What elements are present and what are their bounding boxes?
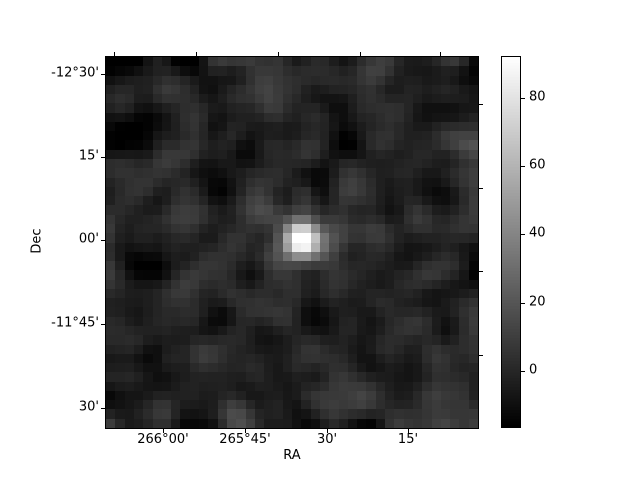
y-tick-right <box>479 270 483 272</box>
y-tick <box>101 324 105 325</box>
colorbar-tick <box>521 234 525 236</box>
plot-area <box>105 56 479 429</box>
x-tick-top <box>439 52 441 56</box>
x-tick <box>162 429 164 433</box>
x-axis-title: RA <box>283 448 301 463</box>
y-tick-label: -12°30' <box>51 65 99 81</box>
y-tick <box>101 240 105 241</box>
colorbar-tick <box>521 166 525 168</box>
colorbar <box>501 56 521 428</box>
colorbar-tick-label: 0 <box>529 362 538 378</box>
x-tick-label: 15' <box>397 432 419 447</box>
x-tick-top <box>113 52 115 56</box>
y-tick-right <box>479 104 483 105</box>
y-tick-right <box>479 188 483 189</box>
colorbar-tick <box>521 97 525 99</box>
y-tick-right <box>479 354 483 356</box>
x-tick-label: 30' <box>316 432 338 447</box>
y-axis-title: Dec <box>29 228 45 254</box>
y-tick-label: 15' <box>78 148 99 164</box>
y-tick-label: -11°45' <box>51 315 99 331</box>
x-tick-top <box>278 52 279 56</box>
colorbar-tick-label: 80 <box>529 89 546 105</box>
y-tick-label: 00' <box>78 231 99 247</box>
x-tick-label: 265°45' <box>219 432 271 447</box>
y-tick <box>101 408 105 409</box>
x-tick <box>407 429 409 433</box>
y-tick <box>101 157 105 159</box>
x-tick-top <box>195 52 197 56</box>
y-tick <box>101 73 105 75</box>
colorbar-tick-label: 20 <box>529 294 546 310</box>
colorbar-tick-label: 60 <box>529 157 546 173</box>
x-tick <box>327 429 328 433</box>
colorbar-tick-label: 40 <box>529 225 546 241</box>
x-tick-label: 266°00' <box>137 432 189 447</box>
x-tick-top <box>360 52 361 56</box>
colorbar-gradient-canvas <box>502 57 520 427</box>
y-tick-label: 30' <box>78 399 99 415</box>
colorbar-tick <box>521 370 525 372</box>
colorbar-tick <box>521 302 525 304</box>
sky-image-canvas <box>106 57 478 428</box>
x-tick <box>245 429 247 433</box>
